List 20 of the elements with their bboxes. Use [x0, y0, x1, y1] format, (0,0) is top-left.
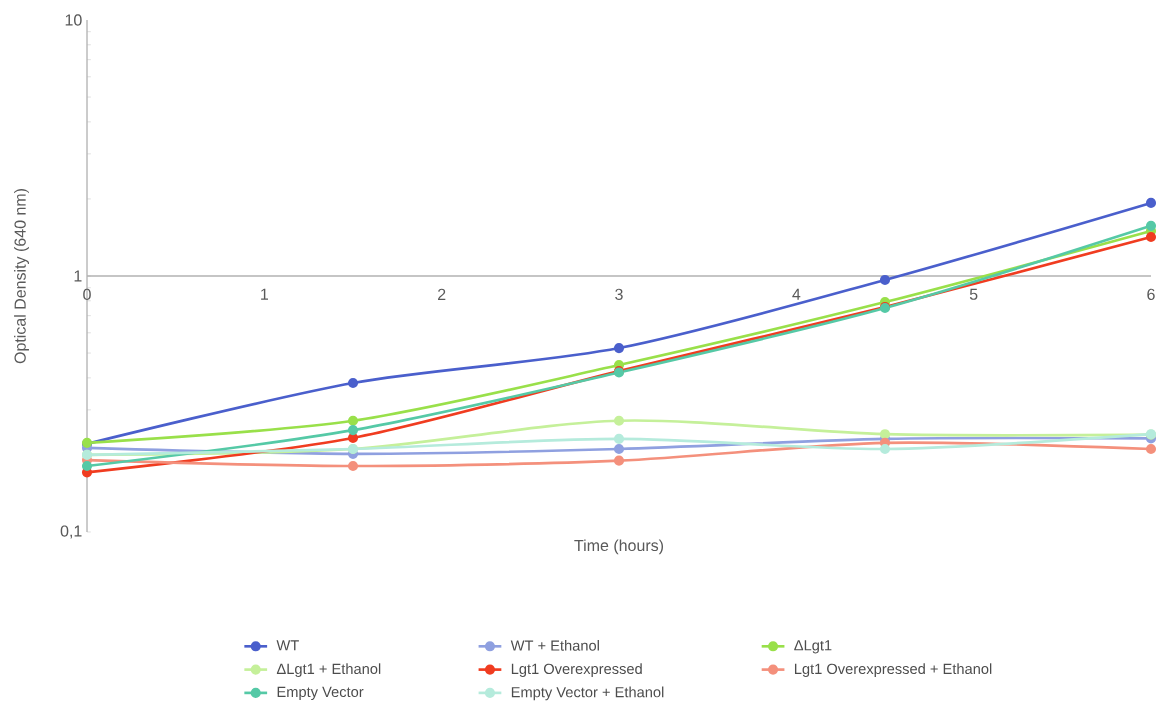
y-tick-label: 0,1 [60, 525, 82, 539]
x-tick-label: 2 [438, 288, 446, 300]
legend-label: WT + Ethanol [510, 639, 599, 651]
x-tick-label: 1 [261, 288, 268, 300]
x-tick-label: 5 [969, 288, 978, 300]
x-tick-label: 6 [1147, 288, 1155, 301]
legend-label: Lgt1 Overexpressed + Ethanol [794, 663, 992, 677]
x-tick-label: 0 [83, 288, 91, 301]
legend-label: Lgt1 Overexpressed [511, 663, 642, 677]
y-tick-label: 1 [74, 270, 82, 282]
x-axis-title: Time (hours) [574, 539, 664, 555]
x-tick-label: 3 [615, 288, 623, 301]
y-tick-label: 10 [65, 14, 82, 26]
legend-label: ΔLgt1 + Ethanol [276, 663, 381, 677]
legend-label: ΔLgt1 [794, 640, 832, 654]
legend-label: Empty Vector + Ethanol [511, 686, 664, 701]
legend-label: WT [276, 640, 299, 651]
x-tick-label: 4 [792, 288, 801, 300]
legend-label: Empty Vector [277, 686, 364, 700]
y-axis-title: Optical Density (640 nm) [14, 189, 29, 364]
